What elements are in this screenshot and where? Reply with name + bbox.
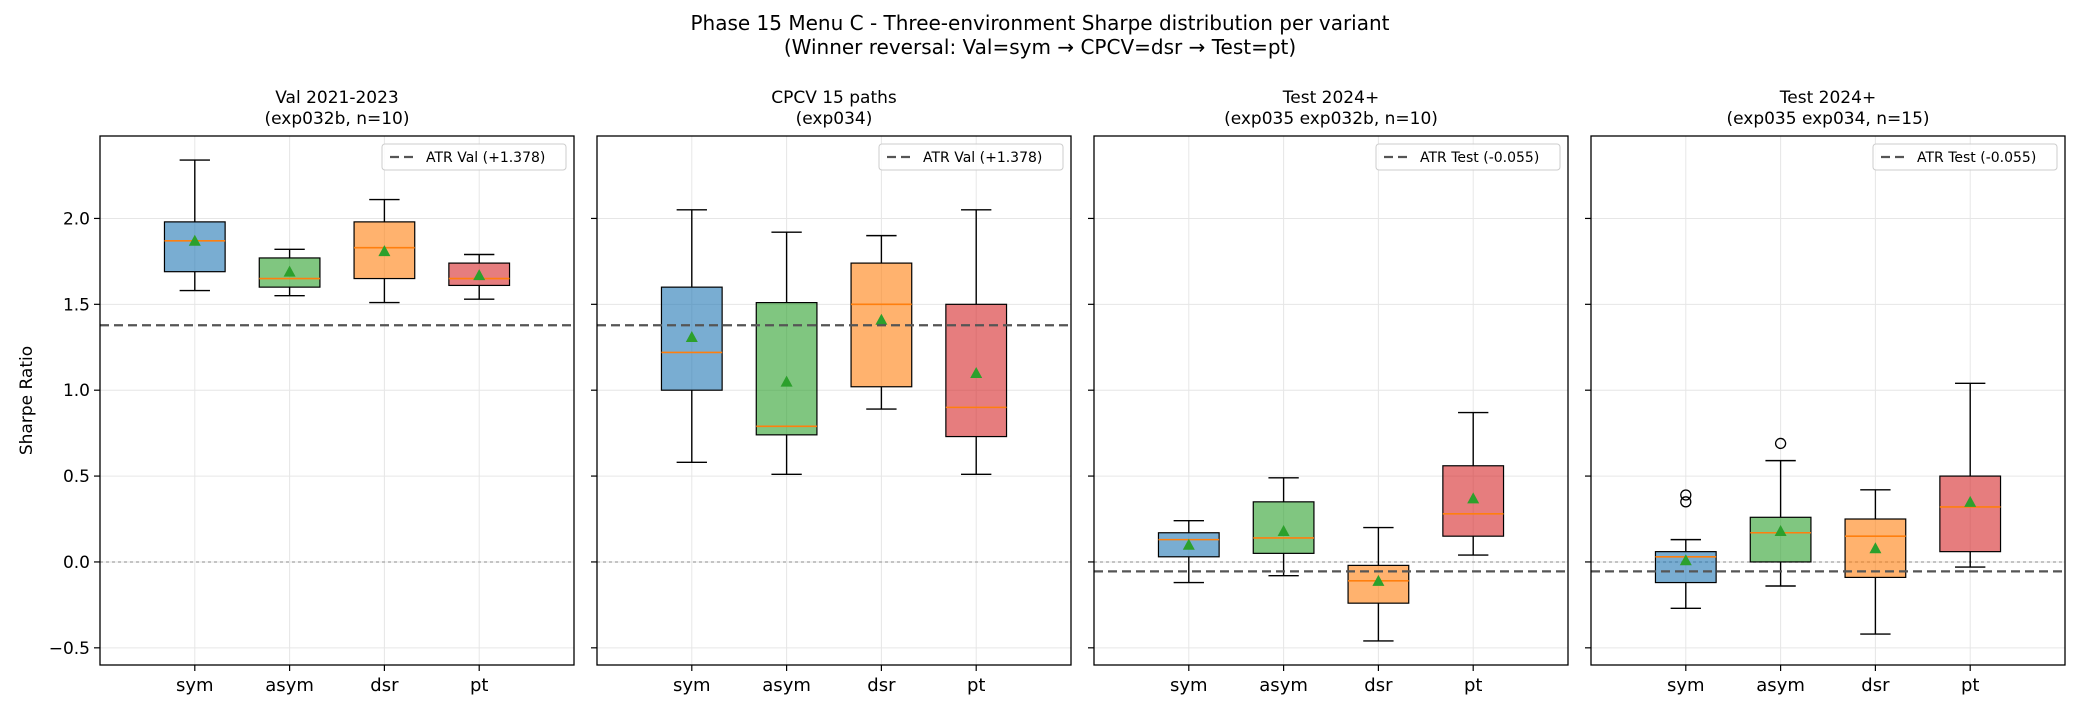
mean-marker: [473, 269, 486, 281]
legend-box: [878, 143, 1064, 171]
box-dsr: [1347, 526, 1410, 642]
box-iqr: [1939, 475, 2002, 553]
legend: ATR Val (+1.378): [381, 143, 567, 171]
box-sym: [660, 209, 723, 464]
figure-title-line2: (Winner reversal: Val=sym → CPCV=dsr → T…: [784, 35, 1296, 59]
y-tick-label: 0.5: [63, 467, 90, 487]
axes-frame: [596, 135, 1072, 666]
y-axis-label: Sharpe Ratio: [17, 346, 37, 455]
legend: ATR Test (-0.055): [1375, 143, 1561, 171]
mean-marker: [1774, 525, 1787, 537]
mean-marker: [970, 367, 983, 379]
legend-label: ATR Test (-0.055): [1917, 150, 2036, 166]
mean-marker: [1679, 554, 1692, 566]
mean-marker: [1869, 542, 1882, 554]
axes-frame: [1093, 135, 1569, 666]
y-tick-label: 1.0: [63, 381, 90, 401]
axes-frame: [99, 135, 575, 666]
box-asym: [1749, 437, 1812, 587]
box-iqr: [258, 257, 321, 288]
legend-label: ATR Val (+1.378): [923, 150, 1042, 166]
legend-box: [1872, 143, 2058, 171]
x-tick-label: pt: [1961, 675, 1979, 696]
panel-title-line2: (exp032b, n=10): [265, 109, 410, 129]
box-pt: [448, 253, 511, 300]
x-tick-label: asym: [762, 675, 811, 696]
x-tick-label: dsr: [1364, 675, 1393, 696]
panel-title-line1: Test 2024+: [1282, 88, 1379, 108]
box-pt: [1442, 411, 1505, 556]
panel-title-line2: (exp035 exp034, n=15): [1726, 109, 1929, 129]
mean-marker: [780, 375, 793, 387]
x-tick-label: dsr: [1861, 675, 1890, 696]
x-tick-label: sym: [673, 675, 711, 696]
chart-panel-3: Test 2024+(exp035 exp032b, n=10) sym asym d…: [1088, 88, 1569, 696]
box-asym: [755, 231, 818, 476]
mean-marker: [875, 313, 888, 325]
x-tick-label: dsr: [370, 675, 399, 696]
chart-panel-2: CPCV 15 paths(exp034) sym asym dsr pt ATR Val…: [591, 88, 1072, 696]
y-tick-label: 0.0: [63, 553, 90, 573]
box-sym: [163, 159, 226, 292]
chart-panel-4: Test 2024+(exp035 exp034, n=15) sym asym ds…: [1585, 88, 2066, 696]
outlier-point: [1680, 496, 1692, 508]
box-pt: [945, 209, 1008, 476]
box-iqr: [163, 221, 226, 273]
legend: ATR Test (-0.055): [1872, 143, 2058, 171]
box-sym: [1157, 520, 1220, 584]
box-iqr: [755, 302, 818, 436]
x-tick-label: sym: [1170, 675, 1208, 696]
legend-label: ATR Val (+1.378): [426, 150, 545, 166]
mean-marker: [188, 234, 201, 246]
mean-marker: [1182, 538, 1195, 550]
mean-marker: [283, 265, 296, 277]
box-dsr: [353, 198, 416, 304]
box-iqr: [1749, 516, 1812, 563]
panel-title-line1: Test 2024+: [1779, 88, 1876, 108]
legend: ATR Val (+1.378): [878, 143, 1064, 171]
mean-marker: [1372, 574, 1385, 586]
panel-title-line1: Val 2021-2023: [275, 88, 399, 108]
box-dsr: [1844, 489, 1907, 635]
figure-title-line1: Phase 15 Menu C - Three-environment Shar…: [690, 11, 1389, 35]
box-sym: [1654, 489, 1717, 610]
x-tick-label: pt: [967, 675, 985, 696]
mean-marker: [1277, 525, 1290, 537]
mean-marker: [1964, 495, 1977, 507]
y-tick-label: 2.0: [63, 209, 90, 229]
x-tick-label: asym: [265, 675, 314, 696]
legend-label: ATR Test (-0.055): [1420, 150, 1539, 166]
mean-marker: [378, 245, 391, 257]
box-asym: [258, 248, 321, 297]
x-tick-label: asym: [1756, 675, 1805, 696]
mean-marker: [685, 330, 698, 342]
y-tick-label: −0.5: [49, 639, 90, 659]
x-tick-label: sym: [176, 675, 214, 696]
x-tick-label: asym: [1259, 675, 1308, 696]
panel-title-line2: (exp035 exp032b, n=10): [1224, 109, 1438, 129]
chart-panel-1: Val 2021-2023(exp032b, n=10) −0.5 0.0 0.5 1.…: [17, 88, 575, 696]
axes-frame: [1590, 135, 2066, 666]
outlier-point: [1680, 489, 1692, 501]
outlier-point: [1774, 437, 1787, 450]
box-pt: [1939, 382, 2002, 568]
panel-title-line1: CPCV 15 paths: [771, 88, 897, 108]
panel-title-line2: (exp034): [796, 109, 873, 129]
mean-marker: [1467, 492, 1480, 504]
box-asym: [1252, 477, 1315, 577]
x-tick-label: sym: [1667, 675, 1705, 696]
legend-box: [381, 143, 567, 171]
x-tick-label: dsr: [867, 675, 896, 696]
box-dsr: [850, 234, 913, 410]
legend-box: [1375, 143, 1561, 171]
panels-group: Val 2021-2023(exp032b, n=10) −0.5 0.0 0.5 1.…: [17, 88, 2066, 696]
y-tick-label: 1.5: [63, 295, 90, 315]
x-tick-label: pt: [1464, 675, 1482, 696]
x-tick-label: pt: [470, 675, 488, 696]
